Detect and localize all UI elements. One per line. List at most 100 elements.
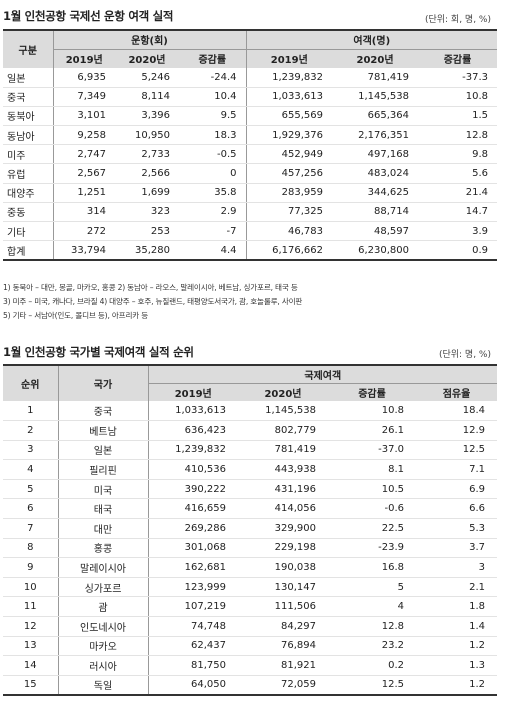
table-row: 1 중국 1,033,613 1,145,538 10.8 18.4 [3, 401, 497, 422]
rank-cell: 3 [3, 440, 59, 461]
passengers-change-cell: 21.4 [418, 183, 498, 203]
header-flights-2019: 2019년 [53, 49, 115, 68]
passengers-change-cell: 0.9 [472, 244, 489, 256]
passengers-2019-cell: 655,569 [246, 106, 333, 127]
flights-2020-cell: 10,950 [115, 125, 179, 146]
flights-2019-cell: 272 [53, 221, 115, 242]
rank-cell: 11 [3, 596, 59, 618]
passengers-change-cell: 12.8 [418, 125, 498, 146]
rank-cell: 8 [3, 538, 59, 559]
header-passengers-2020: 2020년 [332, 49, 419, 68]
share-cell: 5.3 [416, 518, 497, 539]
table-row: 유럽 2,567 2,566 0 457,256 483,024 5.6 [3, 163, 498, 184]
table-row: 14 러시아 81,750 81,921 0.2 1.3 [3, 655, 497, 676]
table-row: 동북아 3,101 3,396 9.5 655,569 665,364 1.5 [3, 106, 498, 127]
flights-2020-cell: 5,246 [115, 68, 179, 88]
flights-2019-cell: 314 [53, 202, 115, 223]
passengers-2019-cell: 123,999 [148, 577, 238, 598]
passengers-2019-cell: 62,437 [148, 636, 238, 657]
header-rank: 순위 [3, 365, 59, 401]
share-cell: 12.5 [416, 440, 497, 461]
table1-note-1: 1) 동북아 – 대만, 몽골, 마카오, 홍콩 2) 동남아 – 라오스, 말… [3, 283, 298, 292]
region-cell: 합계 [3, 240, 54, 260]
flights-2020-cell: 35,280 [135, 244, 170, 256]
passengers-2019-cell: 107,219 [148, 596, 238, 618]
country-cell: 괌 [58, 596, 149, 618]
passengers-2020-cell: 431,196 [238, 479, 328, 500]
rank-cell: 13 [3, 636, 59, 657]
passengers-2019-cell: 390,222 [148, 479, 238, 500]
share-cell: 1.2 [416, 636, 497, 657]
table-row: 11 괌 107,219 111,506 4 1.8 [3, 596, 497, 618]
table-row: 13 마카오 62,437 76,894 23.2 1.2 [3, 636, 497, 657]
passengers-2019-cell: 416,659 [148, 498, 238, 520]
flights-2020-cell: 2,566 [115, 163, 179, 184]
table-row: 일본 6,935 5,246 -24.4 1,239,832 781,419 -37.3 [3, 68, 498, 88]
change-cell: -37.0 [328, 440, 416, 461]
share-cell: 6.6 [416, 498, 497, 520]
region-cell: 중동 [3, 202, 54, 223]
table-row: 동남아 9,258 10,950 18.3 1,929,376 2,176,351 12.8 [3, 125, 498, 146]
flights-change-cell: 0 [179, 163, 247, 184]
share-cell: 1.3 [416, 655, 497, 676]
passengers-change-cell: 14.7 [418, 202, 498, 223]
passengers-2019-cell: 6,176,662 [272, 244, 324, 256]
flights-2020-cell: 1,699 [115, 183, 179, 203]
country-cell: 베트남 [58, 420, 149, 441]
passengers-change-cell: 5.6 [418, 163, 498, 184]
flights-change-cell: 10.4 [179, 87, 247, 107]
header-share: 점유율 [416, 383, 497, 401]
passengers-2020-cell: 6,230,800 [358, 244, 410, 256]
flights-passengers-table: 구분 운항(회) 여객(명) 2019년 2020년 증감률 2019년 202… [3, 29, 498, 261]
passengers-2019-cell: 1,033,613 [246, 87, 333, 107]
passengers-2020-cell: 2,176,351 [332, 125, 419, 146]
header-2019: 2019년 [148, 383, 238, 401]
share-cell: 6.9 [416, 479, 497, 500]
header-flights-2020: 2020년 [115, 49, 179, 68]
change-cell: 16.8 [328, 557, 416, 578]
share-cell: 1.4 [416, 616, 497, 637]
country-cell: 중국 [58, 401, 149, 422]
country-cell: 싱가포르 [58, 577, 149, 598]
country-cell: 홍콩 [58, 538, 149, 559]
header-passengers: 여객(명) [246, 30, 498, 50]
rank-cell: 9 [3, 557, 59, 578]
passengers-2020-cell: 665,364 [332, 106, 419, 127]
passengers-2019-cell: 269,286 [148, 518, 238, 539]
passengers-2020-cell: 1,145,538 [238, 401, 328, 422]
rank-cell: 12 [3, 616, 59, 637]
share-cell: 3.7 [416, 538, 497, 559]
country-cell: 마카오 [58, 636, 149, 657]
change-cell: 8.1 [328, 459, 416, 480]
table-row: 미주 2,747 2,733 -0.5 452,949 497,168 9.8 [3, 144, 498, 165]
flights-2020-cell: 323 [115, 202, 179, 223]
region-cell: 동북아 [3, 106, 54, 127]
country-cell: 필리핀 [58, 459, 149, 480]
passengers-2019-cell: 1,239,832 [148, 440, 238, 461]
change-cell: 22.5 [328, 518, 416, 539]
flights-2019-cell: 2,747 [53, 144, 115, 165]
change-cell: 4 [328, 596, 416, 618]
flights-change-cell: -24.4 [179, 68, 247, 88]
table2-title: 1월 인천공항 국가별 국제여객 실적 순위 [3, 345, 194, 359]
table-row: 2 베트남 636,423 802,779 26.1 12.9 [3, 420, 497, 441]
share-cell: 2.1 [416, 577, 497, 598]
rank-cell: 10 [3, 577, 59, 598]
flights-change-cell: 18.3 [179, 125, 247, 146]
flights-change-cell: 2.9 [179, 202, 247, 223]
share-cell: 18.4 [416, 401, 497, 422]
rank-cell: 14 [3, 655, 59, 676]
flights-2019-cell: 2,567 [53, 163, 115, 184]
passengers-2020-cell: 72,059 [281, 679, 316, 691]
passengers-change-cell: -37.3 [418, 68, 498, 88]
flights-2019-cell: 33,794 [71, 244, 106, 256]
passengers-2020-cell: 344,625 [332, 183, 419, 203]
table-row: 6 태국 416,659 414,056 -0.6 6.6 [3, 498, 497, 520]
passengers-2019-cell: 457,256 [246, 163, 333, 184]
flights-2020-cell: 2,733 [115, 144, 179, 165]
table1-note-3: 5) 기타 – 서남아(인도, 몰디브 등), 아프리카 등 [3, 311, 149, 320]
passengers-2019-cell: 1,033,613 [148, 401, 238, 422]
passengers-change-cell: 1.5 [418, 106, 498, 127]
rank-cell: 5 [3, 479, 59, 500]
table-row: 대양주 1,251 1,699 35.8 283,959 344,625 21.4 [3, 183, 498, 203]
